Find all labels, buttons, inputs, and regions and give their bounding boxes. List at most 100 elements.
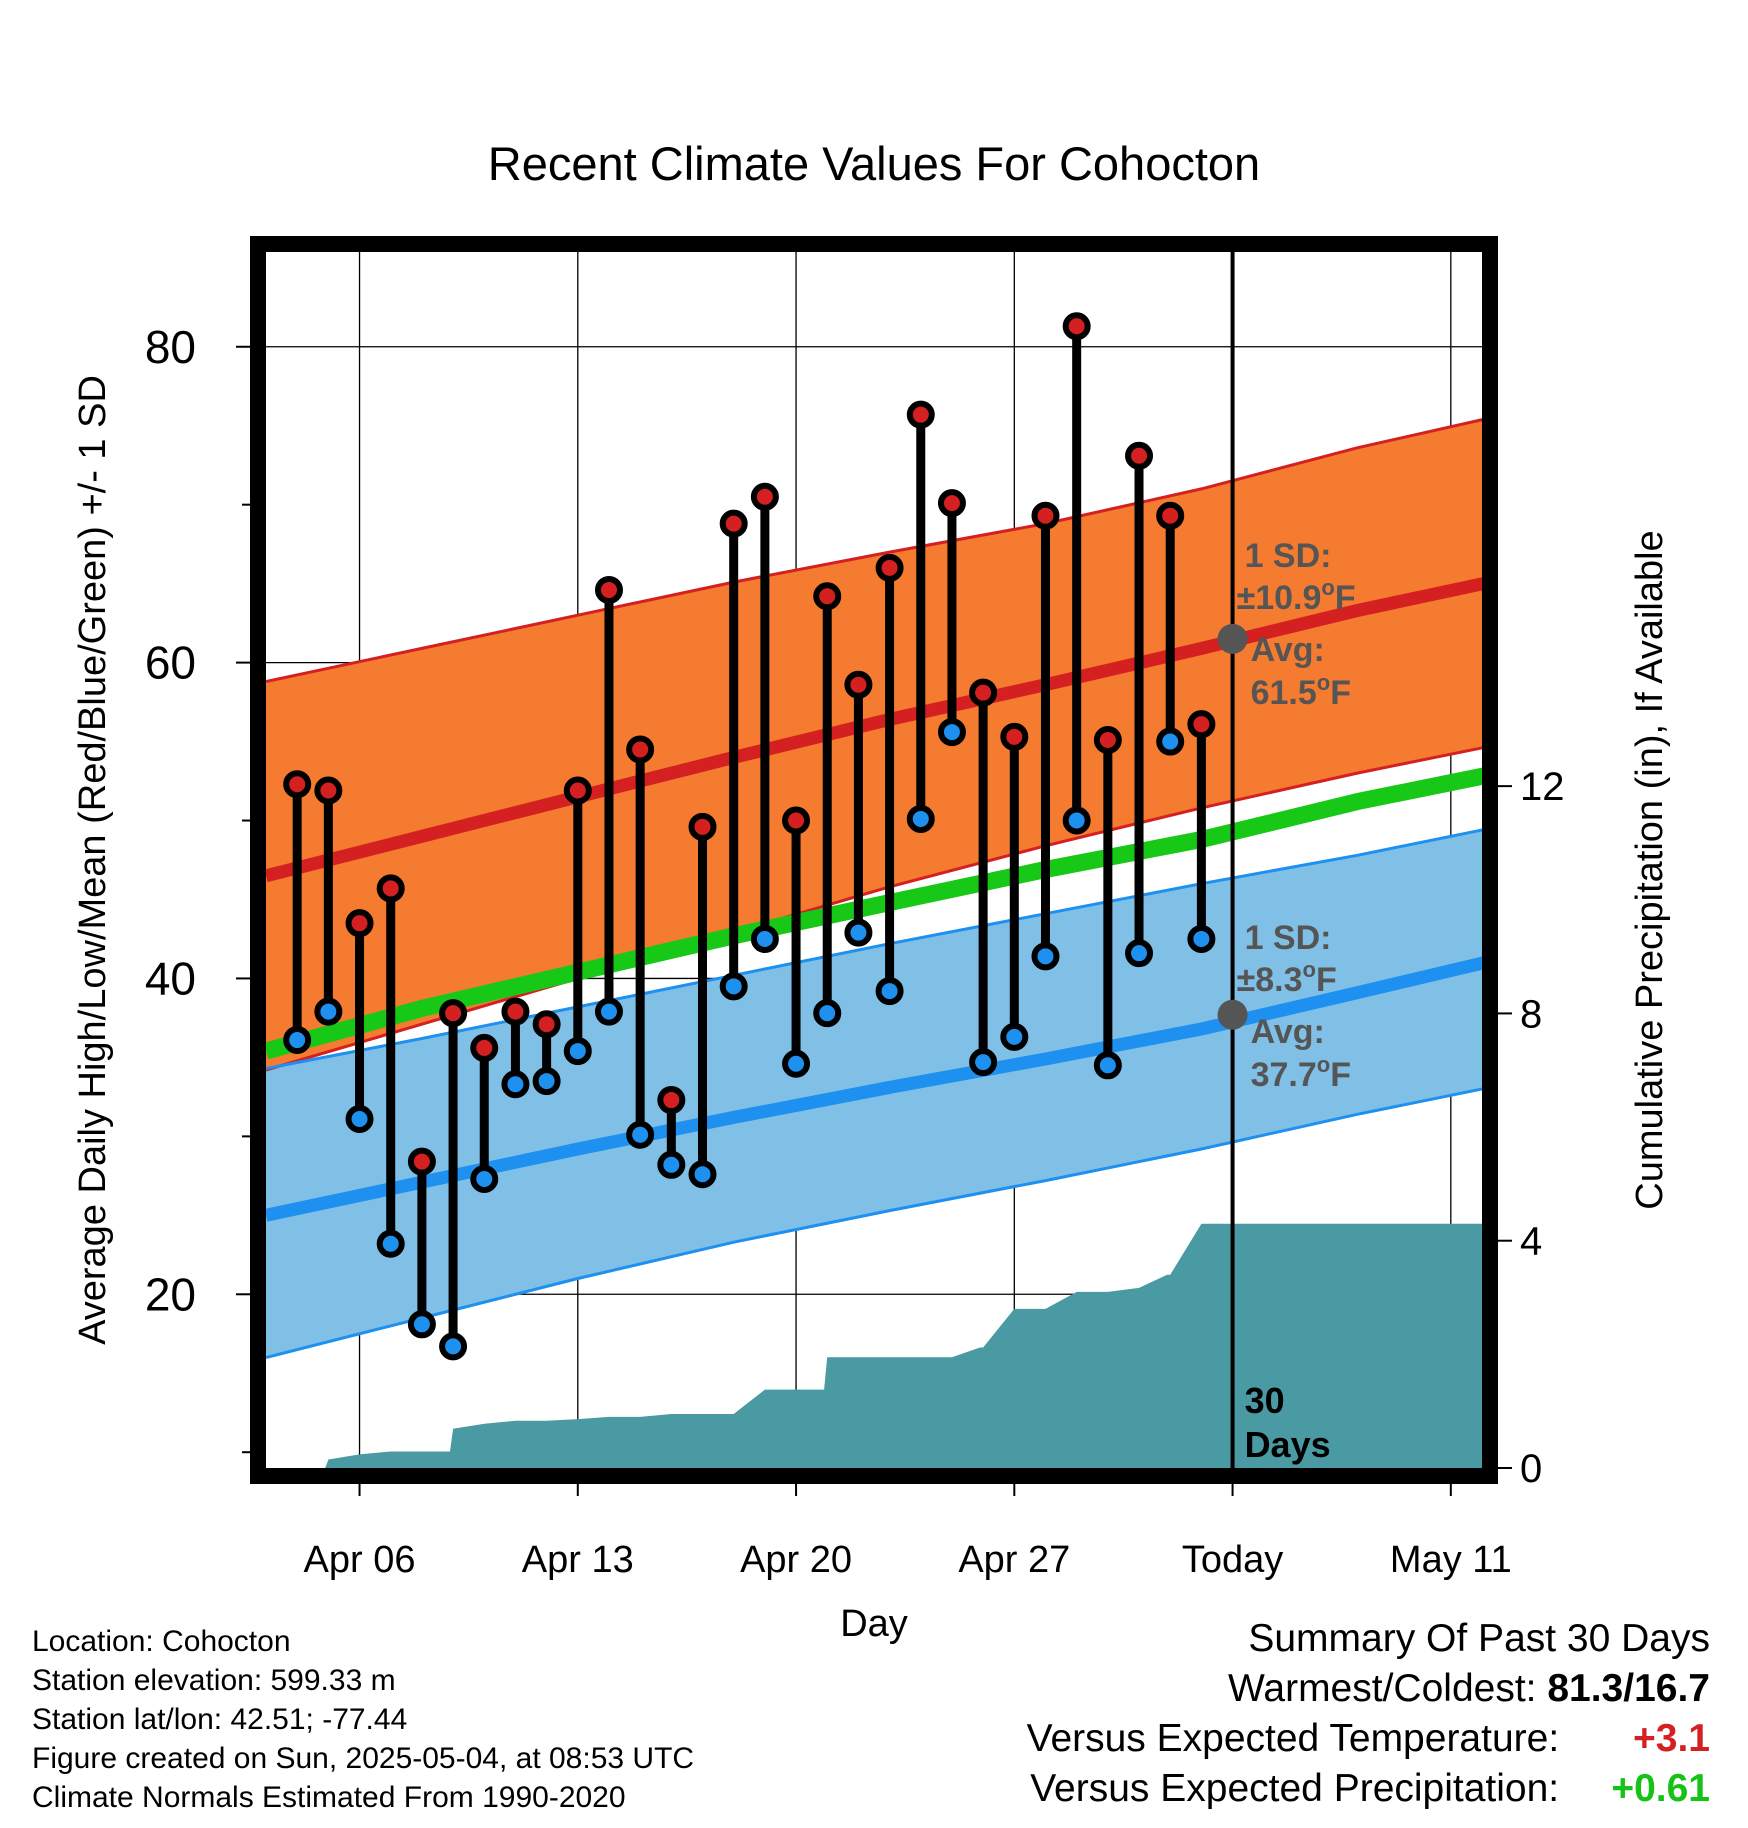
y-axis-label-right: Cumulative Precipitation (in), If Availa… — [1629, 530, 1671, 1209]
high-point — [314, 776, 343, 805]
low-point — [782, 1049, 811, 1078]
figure-created: Figure created on Sun, 2025-05-04, at 08… — [32, 1742, 695, 1775]
y-tick-label-left-3: 80 — [145, 321, 196, 373]
low-sd-label: 1 SD: — [1245, 919, 1332, 957]
summary-temp-row: Versus Expected Temperature: +3.1 — [1027, 1714, 1710, 1764]
y-tick-label-right-0: 0 — [1520, 1447, 1542, 1491]
low-sd-value: ±8.3oF — [1237, 957, 1337, 999]
low-point — [844, 918, 873, 947]
high-point — [1062, 312, 1091, 341]
low-point — [470, 1165, 499, 1194]
high-point — [719, 509, 748, 538]
high-point — [969, 678, 998, 707]
high-point — [407, 1147, 436, 1176]
low-point — [345, 1104, 374, 1133]
x-tick-label-2: Apr 20 — [740, 1539, 852, 1581]
high-point — [1125, 441, 1154, 470]
low-point — [626, 1120, 655, 1149]
normals-period: Climate Normals Estimated From 1990-2020 — [32, 1781, 626, 1814]
low-point — [969, 1048, 998, 1077]
x-tick-label-4: Today — [1182, 1539, 1283, 1581]
low-point — [875, 977, 904, 1006]
low-point — [1062, 806, 1091, 835]
high-point — [501, 997, 530, 1026]
low-point — [283, 1026, 312, 1055]
low-point — [376, 1229, 405, 1258]
high-sd-upper-line — [266, 418, 1482, 683]
low-point — [407, 1310, 436, 1339]
low-point — [1000, 1022, 1029, 1051]
y-tick-label-left-0: 20 — [145, 1268, 196, 1320]
high-point — [1031, 501, 1060, 530]
high-point — [844, 670, 873, 699]
low-point — [314, 997, 343, 1026]
low-point — [813, 999, 842, 1028]
low-point — [688, 1160, 717, 1189]
low-avg-label: Avg: — [1251, 1013, 1325, 1051]
low-point — [1125, 939, 1154, 968]
low-point — [1156, 727, 1185, 756]
high-avg-dot — [1217, 623, 1248, 654]
temp-anomaly-label: Versus Expected Temperature: — [1026, 1717, 1560, 1760]
high-point — [1156, 501, 1185, 530]
low-avg-value: 37.7oF — [1251, 1052, 1351, 1094]
y-tick-label-left-1: 40 — [145, 952, 196, 1004]
high-point — [937, 489, 966, 518]
y-tick-label-left-2: 60 — [145, 637, 196, 689]
x-tick-label-0: Apr 06 — [304, 1539, 416, 1581]
station-location: Location: Cohocton — [32, 1625, 291, 1658]
low-point — [657, 1150, 686, 1179]
precipitation-area — [266, 1223, 1482, 1468]
high-point — [813, 582, 842, 611]
high-sd-band — [266, 419, 1482, 1070]
high-avg-value: 61.5oF — [1251, 670, 1351, 712]
high-sd-value: ±10.9oF — [1237, 575, 1356, 617]
low-point — [1093, 1051, 1122, 1080]
high-point — [470, 1033, 499, 1062]
high-point — [376, 874, 405, 903]
low-point — [719, 972, 748, 1001]
low-point — [1187, 924, 1216, 953]
x-tick-label-5: May 11 — [1390, 1539, 1512, 1581]
today-label-0: 30 — [1245, 1380, 1285, 1421]
high-sd-label: 1 SD: — [1245, 537, 1332, 575]
low-point — [439, 1332, 468, 1361]
high-point — [906, 400, 935, 429]
low-point — [937, 718, 966, 747]
high-point — [532, 1010, 561, 1039]
y-tick-label-right-3: 12 — [1520, 765, 1565, 809]
high-point — [1187, 710, 1216, 739]
warmest-label: Warmest/Coldest: — [1228, 1667, 1537, 1710]
summary-precip-row: Versus Expected Precipitation: +0.61 — [1027, 1764, 1710, 1814]
x-tick-label-3: Apr 27 — [958, 1539, 1070, 1581]
summary-title: Summary Of Past 30 Days — [1248, 1617, 1710, 1660]
high-point — [1000, 722, 1029, 751]
high-point — [594, 575, 623, 604]
station-info: Location: Cohocton Station elevation: 59… — [32, 1622, 694, 1817]
high-point — [626, 735, 655, 764]
high-point — [875, 553, 904, 582]
high-point — [688, 812, 717, 841]
low-point — [1031, 942, 1060, 971]
y-axis-label-left: Average Daily High/Low/Mean (Red/Blue/Gr… — [72, 375, 114, 1345]
high-point — [657, 1086, 686, 1115]
axes: Apr 06 Apr 13 Apr 20 Apr 27 Today May 1120406… — [145, 321, 1565, 1581]
warmest-value: 81.3/16.7 — [1547, 1667, 1710, 1710]
precip-anomaly-label: Versus Expected Precipitation: — [1030, 1767, 1560, 1810]
low-avg-dot — [1217, 999, 1248, 1030]
high-point — [750, 482, 779, 511]
daily-observations — [283, 312, 1216, 1361]
low-point — [750, 924, 779, 953]
plot-frame — [250, 236, 1498, 1484]
today-label-1: Days — [1245, 1424, 1331, 1465]
high-point — [563, 776, 592, 805]
summary-panel: Summary Of Past 30 Days Warmest/Coldest:… — [1027, 1614, 1710, 1814]
high-point — [345, 909, 374, 938]
x-axis-label: Day — [840, 1603, 908, 1645]
high-avg-label: Avg: — [1251, 631, 1325, 669]
high-point — [782, 806, 811, 835]
low-sd-lower-line — [266, 1087, 1482, 1359]
